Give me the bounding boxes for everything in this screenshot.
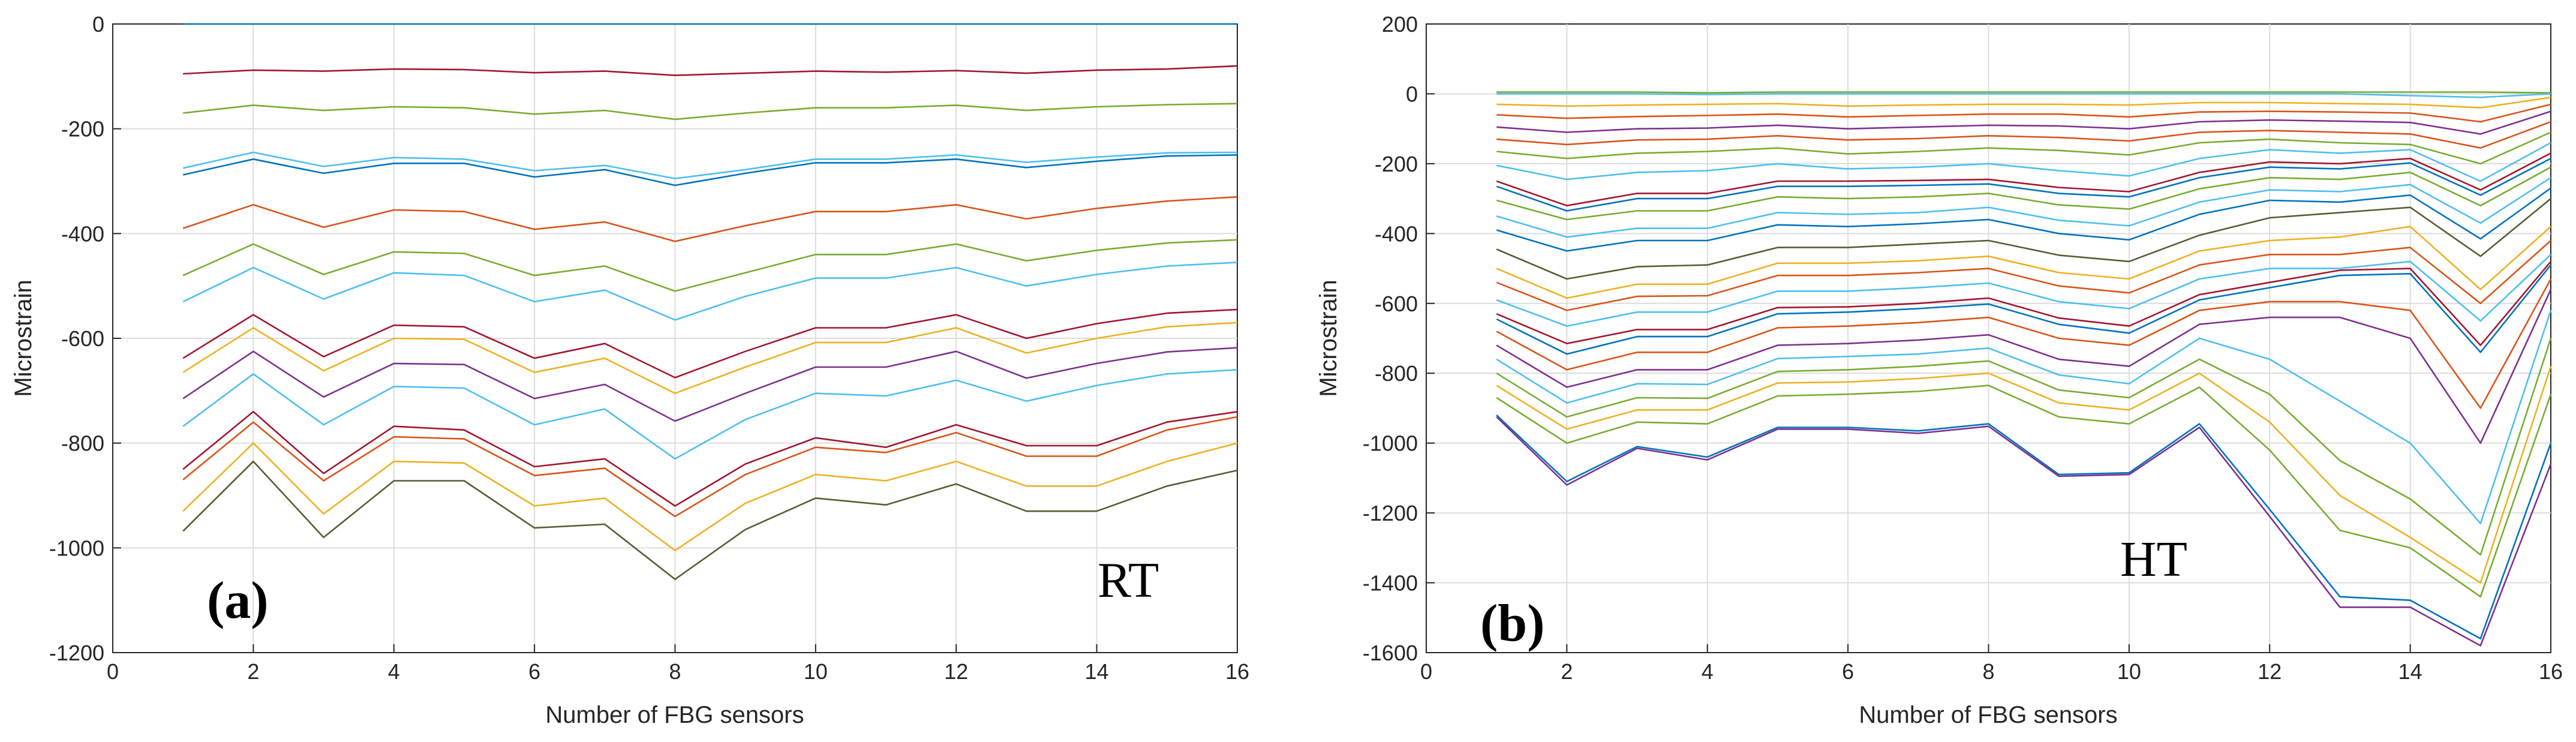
x-tick-label-a: 8	[669, 659, 681, 684]
x-tick-label-b: 10	[2117, 659, 2141, 684]
series-line-b-16	[1496, 240, 2551, 311]
y-tick-label-b: 200	[1382, 12, 1418, 37]
series-line-b-24	[1496, 366, 2552, 584]
condition-label-ht: HT	[2120, 531, 2187, 587]
chart-panel-a: 0 2 4 6 8 10 12 14 16 0 -200 -400 -600 -800 -1000 -1200…	[10, 12, 1249, 728]
y-tick-label-b: 0	[1406, 82, 1418, 106]
y-tick-label-a: -600	[61, 326, 104, 351]
series-line-b-12	[1496, 177, 2551, 238]
x-tick-label-a: 6	[528, 659, 540, 684]
series-line-a-10	[182, 322, 1238, 395]
series-line-b-23	[1496, 338, 2552, 556]
series-line-b-20	[1496, 278, 2552, 409]
series-line-a-5	[182, 154, 1238, 187]
series-line-b-13	[1496, 187, 2551, 252]
y-tick-label-b: -200	[1375, 152, 1418, 176]
series-line-b-27	[1496, 416, 2552, 647]
x-tick-label-a: 16	[1225, 659, 1249, 684]
x-axis-title-b: Number of FBG sensors	[1859, 702, 2117, 728]
series-line-b-15	[1496, 226, 2551, 299]
condition-label-rt: RT	[1098, 552, 1159, 608]
series-line-a-6	[182, 196, 1238, 242]
y-tick-label-a: -200	[61, 117, 104, 142]
series-line-b-3	[1496, 97, 2551, 109]
y-axis-title-b: Microstrain	[1315, 280, 1342, 397]
series-line-b-11	[1496, 166, 2551, 221]
y-tick-label-b: -1200	[1363, 501, 1418, 525]
y-tick-label-a: -400	[61, 221, 104, 246]
series-line-b-5	[1496, 110, 2551, 135]
panel-label-b: (b)	[1480, 594, 1545, 653]
series-line-a-3	[183, 103, 1238, 121]
series-line-b-25	[1496, 384, 2552, 598]
series-line-a-14	[182, 416, 1238, 518]
series-line-a-4	[182, 151, 1238, 179]
y-tick-label-a: -1200	[49, 641, 104, 665]
series-line-b-2	[1496, 93, 2551, 98]
series-line-b-1	[1496, 91, 2551, 94]
x-tick-label-b: 12	[2258, 659, 2282, 684]
y-tick-label-b: -800	[1375, 361, 1418, 386]
panel-label-a: (a)	[207, 572, 269, 630]
x-tick-label-a: 10	[804, 659, 828, 684]
series-line-b-18	[1496, 261, 2551, 346]
series-line-b-21	[1496, 289, 2552, 444]
y-tick-label-a: -800	[61, 431, 104, 456]
series-line-a-2	[183, 65, 1238, 76]
x-tick-label-a: 4	[388, 659, 400, 684]
x-tick-label-a: 0	[107, 659, 119, 684]
series-line-b-10	[1496, 158, 2551, 212]
series-line-a-9	[182, 308, 1238, 378]
x-tick-label-a: 2	[247, 659, 259, 684]
series-line-a-15	[182, 442, 1238, 552]
x-tick-label-b: 2	[1561, 659, 1573, 684]
x-tick-label-b: 14	[2398, 659, 2422, 684]
x-tick-label-a: 12	[944, 659, 968, 684]
x-tick-label-b: 8	[1982, 659, 1994, 684]
x-tick-label-a: 14	[1085, 659, 1109, 684]
chart-panel-b: 0 2 4 6 8 10 12 14 16 200 0 -200 -400 -600 -800 -1000 -1…	[1315, 12, 2563, 728]
series-line-b-8	[1496, 142, 2551, 182]
x-tick-label-b: 6	[1842, 659, 1854, 684]
y-tick-label-a: -1000	[49, 536, 104, 560]
series-line-b-9	[1496, 152, 2551, 207]
y-tick-label-b: -1400	[1363, 571, 1418, 596]
series-line-a-12	[182, 369, 1238, 460]
y-tick-label-b: -600	[1375, 292, 1418, 316]
series-line-b-26	[1496, 414, 2552, 639]
x-tick-label-b: 0	[1420, 659, 1432, 684]
series-line-a-8	[182, 262, 1238, 321]
series-line-b-6	[1496, 121, 2551, 149]
series-line-a-13	[182, 410, 1238, 507]
series-line-a-7	[182, 239, 1238, 292]
y-tick-label-b: -1600	[1363, 641, 1418, 665]
y-tick-label-b: -400	[1375, 221, 1418, 246]
x-tick-label-b: 16	[2539, 659, 2563, 684]
y-tick-label-a: 0	[92, 12, 104, 37]
series-line-b-17	[1496, 254, 2551, 327]
series-line-b-19	[1496, 264, 2552, 355]
y-axis-title-a: Microstrain	[10, 280, 37, 397]
y-tick-label-b: -1000	[1363, 431, 1418, 456]
series-line-b-14	[1496, 198, 2551, 280]
series-line-b-22	[1496, 310, 2552, 524]
series-line-b-4	[1496, 103, 2551, 123]
x-tick-label-b: 4	[1702, 659, 1714, 684]
x-axis-title-a: Number of FBG sensors	[545, 702, 804, 728]
series-line-b-7	[1496, 131, 2551, 165]
series-line-a-11	[182, 347, 1238, 422]
series-line-a-16	[182, 460, 1238, 581]
